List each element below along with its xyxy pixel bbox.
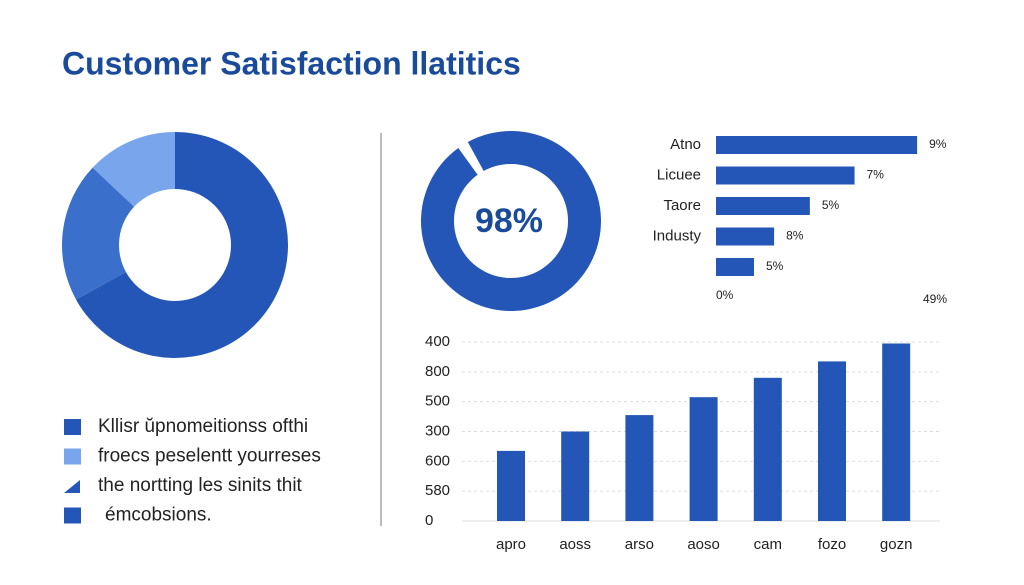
donut-slice	[75, 132, 288, 358]
y-tick-label: Taore	[663, 197, 701, 214]
y-tick-label: 0	[425, 512, 433, 529]
legend-label: the nortting les sinits thit	[98, 475, 303, 496]
y-tick-label: 300	[425, 422, 450, 439]
gauge-arc	[421, 131, 601, 311]
legend-label: froecs peselentt yourreses	[98, 446, 321, 467]
legend-icon	[64, 419, 81, 435]
bar	[716, 136, 918, 154]
x-tick-label: apro	[496, 536, 526, 553]
bar-label: 5%	[766, 259, 784, 273]
y-tick-label: Licuee	[657, 166, 701, 183]
title: Customer Satisfaction llatitics	[62, 45, 521, 81]
bar	[882, 343, 911, 521]
x-tick-label: gozn	[880, 536, 913, 553]
donut-slice	[62, 167, 135, 300]
donut-slice	[92, 132, 175, 207]
y-tick-label: 400	[425, 333, 450, 350]
bar	[716, 258, 754, 276]
bar	[753, 377, 782, 521]
y-tick-label: 600	[425, 452, 450, 469]
bar	[689, 397, 718, 521]
y-tick-label: 800	[425, 363, 450, 380]
x-tick-label: aoss	[559, 536, 591, 553]
bar	[716, 197, 810, 215]
x-tick-label: fozo	[818, 536, 846, 553]
bar-label: 9%	[929, 137, 947, 151]
y-tick-label: 580	[425, 482, 450, 499]
legend-icon	[64, 480, 80, 493]
legend-label: Kllisr ŭpnomeitionss ofthi	[98, 416, 308, 437]
x-tick-label: 49%	[923, 292, 947, 306]
bar-label: 5%	[822, 198, 840, 212]
bar	[625, 415, 654, 521]
bar	[497, 450, 525, 521]
bar	[561, 431, 590, 521]
x-tick-label: cam	[754, 536, 782, 553]
bar	[716, 166, 855, 185]
y-tick-label: 500	[425, 393, 450, 410]
legend-icon	[64, 507, 81, 524]
legend-label: émcobsions.	[105, 505, 212, 526]
legend-icon	[64, 448, 81, 465]
x-tick-label: 0%	[716, 288, 734, 302]
y-tick-label: Industy	[653, 227, 702, 244]
bar	[818, 361, 846, 521]
bar-label: 8%	[786, 229, 804, 243]
gauge-label: 98%	[475, 202, 543, 240]
x-tick-label: arso	[625, 536, 654, 553]
bar-label: 7%	[867, 168, 885, 182]
bar	[716, 227, 775, 246]
x-tick-label: aoso	[687, 536, 720, 553]
y-tick-label: Atno	[670, 136, 701, 153]
